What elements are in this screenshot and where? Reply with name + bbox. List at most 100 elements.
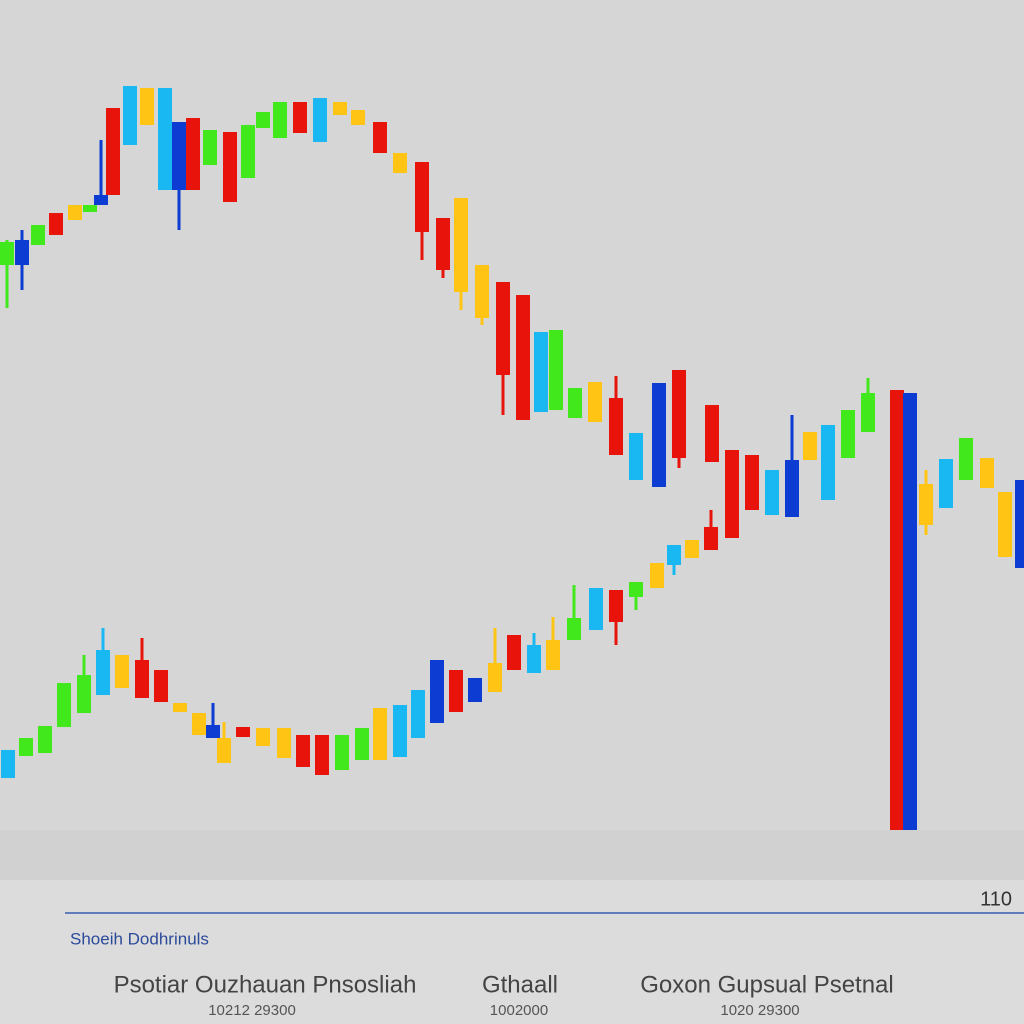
candle-body <box>0 242 14 265</box>
candle-body <box>534 332 548 412</box>
candle-body <box>705 405 719 462</box>
candle-body <box>672 370 686 458</box>
candle-body <box>315 735 329 775</box>
candle-body <box>256 112 270 128</box>
candle-body <box>652 383 666 487</box>
candle-body <box>546 640 560 670</box>
candle-body <box>203 130 217 165</box>
candle-body <box>567 618 581 640</box>
candle-body <box>313 98 327 142</box>
candle-body <box>725 450 739 538</box>
candle-body <box>15 240 29 265</box>
candle-body <box>154 670 168 702</box>
candle-body <box>256 728 270 746</box>
candle-body <box>223 132 237 202</box>
candle-body <box>939 459 953 508</box>
axis-strip <box>0 830 1024 880</box>
candle-body <box>49 213 63 235</box>
candle-body <box>296 735 310 767</box>
candle-body <box>841 410 855 458</box>
candle-body <box>903 393 917 830</box>
candle-body <box>785 460 799 517</box>
candle-body <box>411 690 425 738</box>
candle-body <box>667 545 681 565</box>
candle-body <box>527 645 541 673</box>
candle-body <box>468 678 482 702</box>
candle-body <box>335 735 349 770</box>
candle-body <box>516 295 530 420</box>
candle-body <box>609 590 623 622</box>
candle-body <box>135 660 149 698</box>
candle-body <box>919 484 933 525</box>
candle-body <box>430 660 444 723</box>
candle-body <box>890 390 904 830</box>
counter: 110 <box>980 888 1012 910</box>
candle-body <box>589 588 603 630</box>
candle-body <box>351 110 365 125</box>
candle-body <box>373 122 387 153</box>
candle-body <box>1015 480 1024 568</box>
candle-body <box>980 458 994 488</box>
candle-body <box>959 438 973 480</box>
candle-body <box>629 582 643 597</box>
candle-body <box>192 713 206 735</box>
candle-body <box>609 398 623 455</box>
candle-body <box>38 726 52 753</box>
candle-body <box>393 705 407 757</box>
candle-body <box>173 703 187 712</box>
candle-body <box>685 540 699 558</box>
candle-body <box>94 195 108 205</box>
candle-body <box>19 738 33 756</box>
candle-body <box>277 728 291 758</box>
candle-body <box>186 118 200 190</box>
candle-body <box>206 725 220 738</box>
candle-body <box>507 635 521 670</box>
column-title: Gthaall <box>482 971 558 998</box>
candle-body <box>449 670 463 712</box>
candle-body <box>704 527 718 550</box>
candle-body <box>821 425 835 500</box>
candle-body <box>475 265 489 318</box>
candle-body <box>106 108 120 195</box>
candle-body <box>496 282 510 375</box>
candle-body <box>123 86 137 145</box>
column-value: 1002000 <box>490 1002 548 1019</box>
candle-body <box>765 470 779 515</box>
candle-body <box>57 683 71 727</box>
column-value: 1020 29300 <box>720 1002 799 1019</box>
candle-body <box>454 198 468 292</box>
candle-body <box>415 162 429 232</box>
candle-body <box>393 153 407 173</box>
candle-body <box>629 433 643 480</box>
candle-body <box>96 650 110 695</box>
column-title: Goxon Gupsual Psetnal <box>640 971 894 998</box>
candle-body <box>77 675 91 713</box>
candle-body <box>1 750 15 778</box>
candle-body <box>140 88 154 125</box>
candle-body <box>436 218 450 270</box>
candle-body <box>31 225 45 245</box>
candle-body <box>273 102 287 138</box>
candle-body <box>333 102 347 115</box>
candle-body <box>568 388 582 418</box>
candle-body <box>355 728 369 760</box>
candle-body <box>293 102 307 133</box>
candle-body <box>588 382 602 422</box>
candle-body <box>861 393 875 432</box>
candle-body <box>650 563 664 588</box>
candle-body <box>236 727 250 737</box>
footer-panel <box>0 880 1024 1024</box>
candle-body <box>158 88 172 190</box>
candle-body <box>217 738 231 763</box>
column-title: Psotiar Ouzhauan Pnsosliah <box>114 971 417 998</box>
tab-label: Shoeih Dodhrinuls <box>70 929 209 948</box>
candle-body <box>998 492 1012 557</box>
candle-body <box>745 455 759 510</box>
candle-body <box>803 432 817 460</box>
candle-body <box>241 125 255 178</box>
candle-body <box>488 663 502 692</box>
candle-body <box>115 655 129 688</box>
candle-body <box>549 330 563 410</box>
column-value: 10212 29300 <box>208 1002 296 1019</box>
